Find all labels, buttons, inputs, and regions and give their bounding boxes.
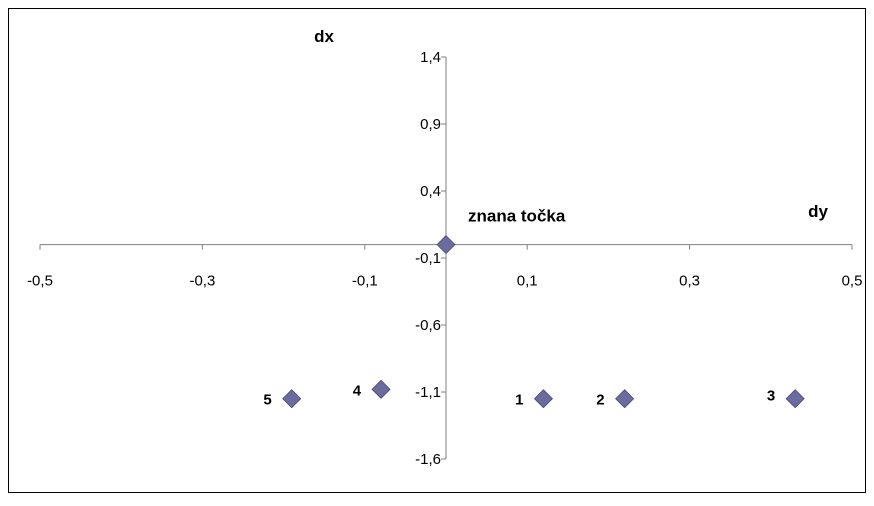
data-point-label: znana točka	[468, 207, 566, 226]
data-point-label: 5	[263, 392, 271, 409]
x-tick-label: 0,1	[517, 273, 538, 290]
x-tick-label: 0,5	[842, 273, 863, 290]
data-point-marker	[785, 389, 805, 409]
chart-border	[8, 8, 866, 493]
data-point-marker	[371, 379, 391, 399]
y-tick-label: -0,6	[415, 317, 441, 334]
y-tick-label: -1,6	[415, 451, 441, 468]
data-point-marker	[533, 389, 554, 409]
data-point-label: 2	[596, 392, 604, 409]
data-point-marker	[436, 235, 456, 255]
x-tick-label: -0,1	[352, 273, 378, 290]
data-point-label: 1	[515, 392, 523, 409]
y-tick-label: -1,1	[415, 384, 441, 401]
y-tick-label: 0,9	[420, 116, 441, 133]
data-point-label: 3	[767, 388, 775, 405]
x-tick-label: -0,5	[27, 273, 53, 290]
y-tick-label: 1,4	[420, 49, 441, 66]
data-point-marker	[615, 389, 635, 409]
y-tick-label: 0,4	[420, 183, 441, 200]
data-point-marker	[282, 389, 302, 409]
x-tick-label: 0,3	[679, 273, 700, 290]
data-point-label: 4	[353, 382, 362, 399]
y-axis-title: dx	[314, 27, 334, 46]
x-tick-label: -0,3	[189, 273, 215, 290]
x-axis-title: dy	[808, 202, 828, 221]
y-tick-label: -0,1	[415, 250, 441, 267]
